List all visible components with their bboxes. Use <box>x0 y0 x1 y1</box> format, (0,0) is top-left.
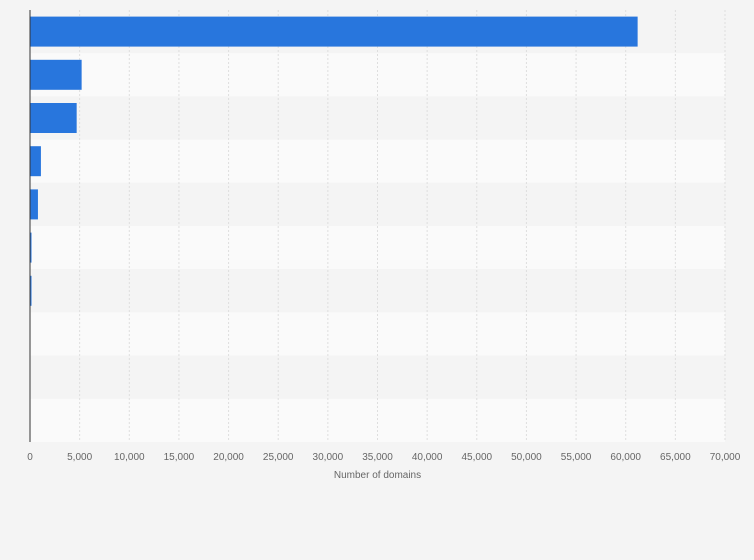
x-tick-label: 65,000 <box>660 452 691 463</box>
x-tick-label: 15,000 <box>164 452 195 463</box>
x-tick-label: 55,000 <box>561 452 592 463</box>
bar[interactable] <box>30 146 41 177</box>
bar[interactable] <box>30 232 32 263</box>
bar[interactable] <box>30 275 32 306</box>
x-tick-label: 60,000 <box>610 452 641 463</box>
x-tick-label: 0 <box>27 452 33 463</box>
x-tick-label: 20,000 <box>213 452 244 463</box>
x-axis-ticks: 0 5,000 10,000 15,000 20,000 25,000 30,000 35,0… <box>27 452 741 463</box>
x-tick-label: 40,000 <box>412 452 443 463</box>
x-axis-title: Number of domains <box>334 470 421 481</box>
x-tick-label: 5,000 <box>67 452 92 463</box>
bar[interactable] <box>30 103 77 133</box>
bars <box>30 16 638 306</box>
x-tick-label: 70,000 <box>710 452 741 463</box>
x-tick-label: 35,000 <box>362 452 393 463</box>
x-tick-label: 25,000 <box>263 452 294 463</box>
x-tick-label: 50,000 <box>511 452 542 463</box>
bar[interactable] <box>30 189 38 220</box>
bar[interactable] <box>30 16 638 47</box>
x-tick-label: 30,000 <box>313 452 344 463</box>
x-tick-label: 10,000 <box>114 452 145 463</box>
bar[interactable] <box>30 59 82 90</box>
x-tick-label: 45,000 <box>461 452 492 463</box>
